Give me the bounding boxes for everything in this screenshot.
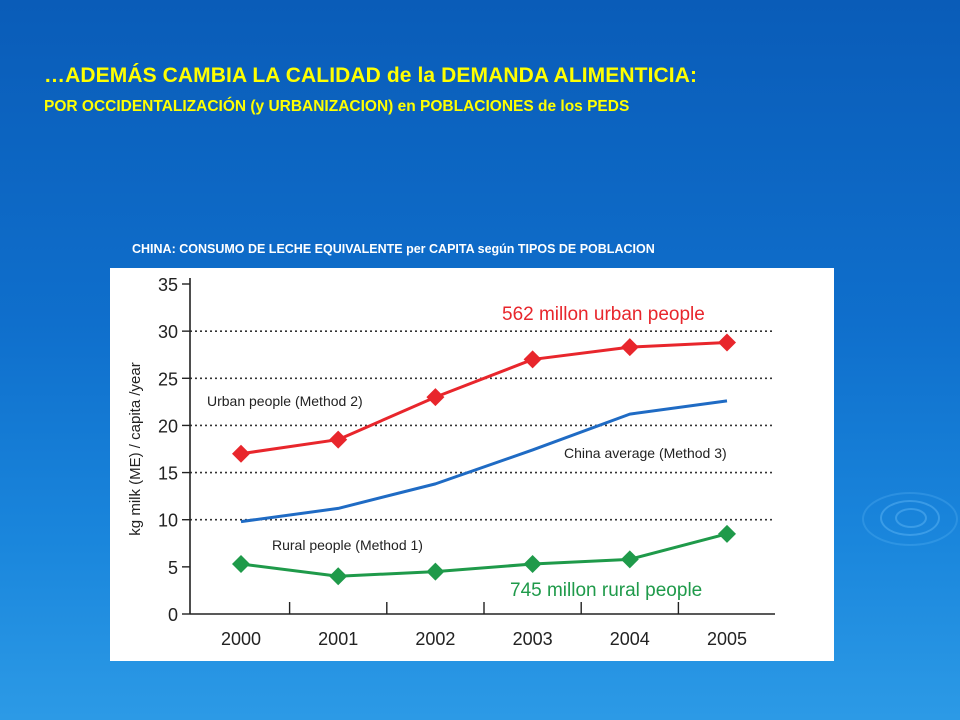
data-point-rural: [620, 550, 639, 569]
data-point-rural: [329, 567, 348, 586]
slide-subtitle: POR OCCIDENTALIZACIÓN (y URBANIZACION) e…: [44, 98, 630, 115]
series-line-rural: [240, 532, 728, 578]
series-label-urban: Urban people (Method 2): [207, 393, 363, 409]
y-tick-label: 30: [158, 322, 178, 342]
data-point-urban: [232, 444, 250, 463]
slide-title: …ADEMÁS CAMBIA LA CALIDAD de la DEMANDA …: [44, 64, 698, 87]
annotation-urban-population: 562 millon urban people: [502, 304, 705, 325]
x-tick-label: 2003: [513, 629, 553, 649]
x-tick-label: 2002: [415, 629, 455, 649]
chart-panel: 0 5 10 15 20 25 30 35 2000 2001 2002 2003 2004 2005 kg…: [110, 268, 834, 661]
series-label-rural: Rural people (Method 1): [272, 537, 423, 553]
data-point-urban: [718, 333, 736, 352]
annotation-rural-population: 745 millon rural people: [510, 580, 702, 601]
data-point-rural: [718, 524, 736, 543]
x-tick-label: 2005: [707, 629, 747, 649]
y-tick-label: 35: [158, 275, 178, 295]
milk-consumption-chart: 0 5 10 15 20 25 30 35 2000 2001 2002 2003 2004 2005 kg…: [127, 275, 775, 649]
data-point-urban: [426, 388, 445, 407]
y-tick-label: 25: [158, 369, 178, 389]
y-tick-label: 5: [168, 558, 178, 578]
data-point-urban: [620, 338, 639, 357]
data-point-rural: [523, 555, 542, 574]
x-tick-label: 2000: [221, 629, 261, 649]
series-line-average: [240, 399, 728, 524]
data-point-rural: [232, 555, 250, 574]
x-tick-label: 2004: [610, 629, 650, 649]
data-point-urban: [329, 430, 348, 449]
data-point-rural: [426, 562, 445, 581]
series-line-urban: [240, 340, 728, 456]
y-tick-label: 0: [168, 605, 178, 625]
y-tick-label: 15: [158, 464, 178, 484]
data-point-urban: [523, 350, 542, 369]
y-tick-label: 10: [158, 511, 178, 531]
chart-caption: CHINA: CONSUMO DE LECHE EQUIVALENTE per …: [132, 242, 655, 256]
y-axis-label: kg milk (ME) / capita /year: [127, 362, 144, 535]
series-label-average: China average (Method 3): [564, 445, 727, 461]
x-tick-label: 2001: [318, 629, 358, 649]
y-tick-label: 20: [158, 416, 178, 436]
